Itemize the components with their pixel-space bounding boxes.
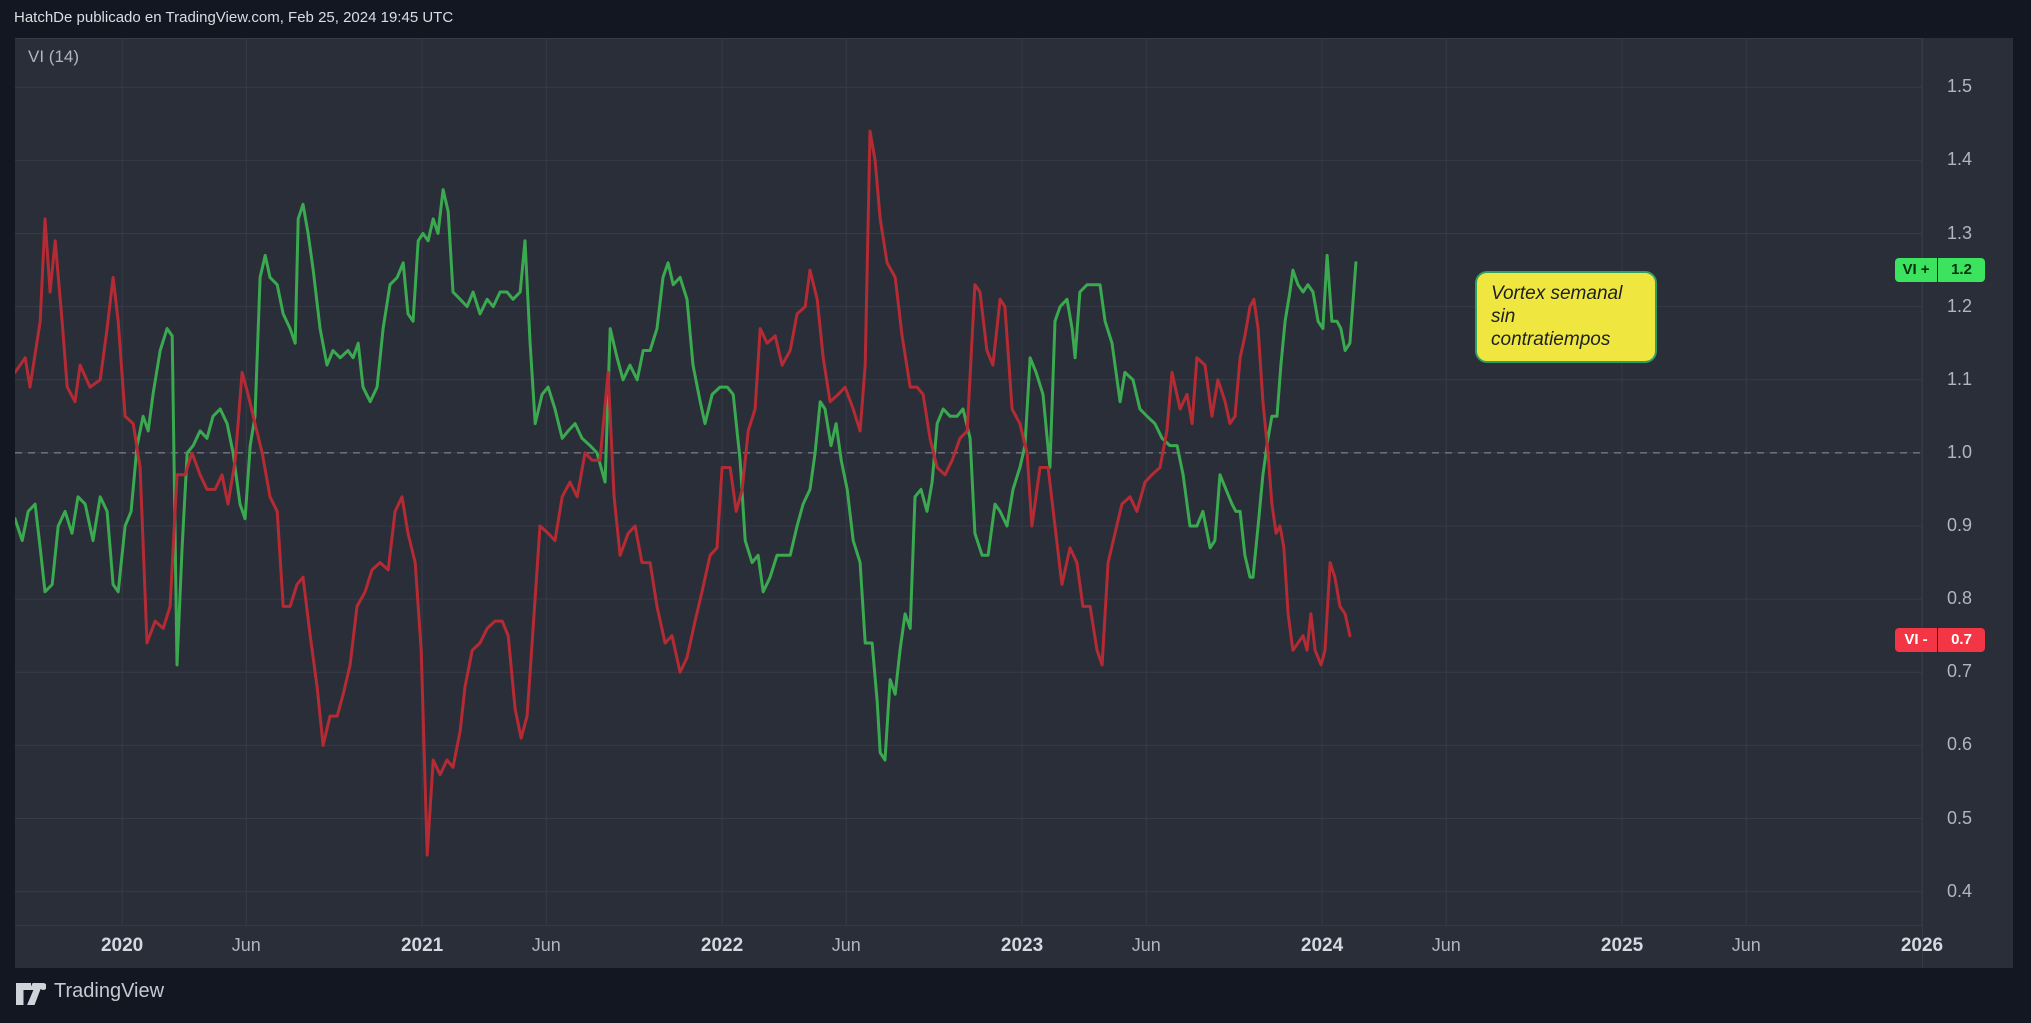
note-line: sin (1491, 306, 1516, 327)
y-tick-label: 0.5 (1947, 807, 1973, 828)
indicator-label[interactable]: VI (14) (28, 47, 80, 66)
vi-minus-line[interactable] (15, 129, 1352, 857)
y-tick-label: 1.3 (1947, 222, 1973, 243)
y-tick-label: 0.9 (1947, 515, 1973, 535)
footer-bar: TradingView (0, 968, 2031, 1023)
chart-pane[interactable]: VI (14) Vortex semanal sin contratiempos (15, 38, 1922, 926)
x-tick-label-year: 2023 (1000, 935, 1044, 956)
x-tick-label-month: Jun (831, 935, 861, 955)
price-chart-svg[interactable] (15, 39, 1922, 926)
x-tick-label-month: Jun (1731, 935, 1761, 955)
vi-plus-line[interactable] (15, 188, 1358, 762)
y-tick-label: 1.2 (1947, 295, 1973, 316)
x-tick-label-year: 2021 (400, 935, 444, 956)
gridlines (15, 39, 1922, 926)
y-tick-label: 0.6 (1947, 734, 1973, 755)
note-annotation[interactable]: Vortex semanal sin contratiempos (1475, 271, 1657, 363)
y-axis-panel[interactable]: 0.4 0.5 0.6 0.7 0.8 0.9 1.0 1.1 1.2 1.3 1.4 1.5 (1922, 38, 2013, 968)
footer-brand[interactable]: TradingView (54, 980, 165, 1002)
x-tick-label-month: Jun (1431, 935, 1461, 955)
note-line: contratiempos (1491, 329, 1611, 350)
vi-minus-price-value: 0.7 (1937, 627, 1985, 652)
tradingview-logo-icon[interactable] (16, 982, 47, 1011)
vi-plus-price-label: VI + 1.2 (1895, 257, 1985, 282)
header-bar: HatchDe publicado en TradingView.com, Fe… (0, 0, 2031, 36)
header-attribution: HatchDe publicado en TradingView.com, Fe… (14, 9, 454, 26)
y-tick-label: 1.5 (1947, 76, 1973, 97)
vi-minus-price-label-text: VI - (1904, 630, 1928, 648)
x-tick-label-year: 2025 (1600, 935, 1644, 956)
y-tick-label: 0.8 (1947, 588, 1973, 609)
note-line: Vortex semanal (1491, 283, 1623, 304)
vi-plus-price-label-text: VI + (1902, 260, 1930, 278)
x-tick-label-year: 2024 (1300, 935, 1344, 956)
x-tick-label-year: 2026 (1900, 935, 1944, 956)
y-tick-label: 0.4 (1947, 880, 1973, 901)
x-tick-label-year: 2020 (100, 935, 144, 956)
y-tick-label: 1.4 (1947, 149, 1973, 170)
y-tick-label: 1.1 (1947, 368, 1973, 389)
x-tick-label-month: Jun (531, 935, 561, 955)
x-tick-label-month: Jun (231, 935, 261, 955)
y-tick-label: 1.0 (1947, 441, 1973, 462)
x-tick-label-month: Jun (1131, 935, 1161, 955)
x-tick-label-year: 2022 (700, 935, 744, 956)
vi-plus-price-value: 1.2 (1937, 257, 1985, 282)
vi-minus-price-label: VI - 0.7 (1895, 627, 1985, 652)
time-axis[interactable]: 2020 Jun 2021 Jun 2022 Jun 2023 Jun 2024 Jun 2025 J… (15, 925, 1943, 969)
y-tick-label: 0.7 (1947, 661, 1973, 682)
